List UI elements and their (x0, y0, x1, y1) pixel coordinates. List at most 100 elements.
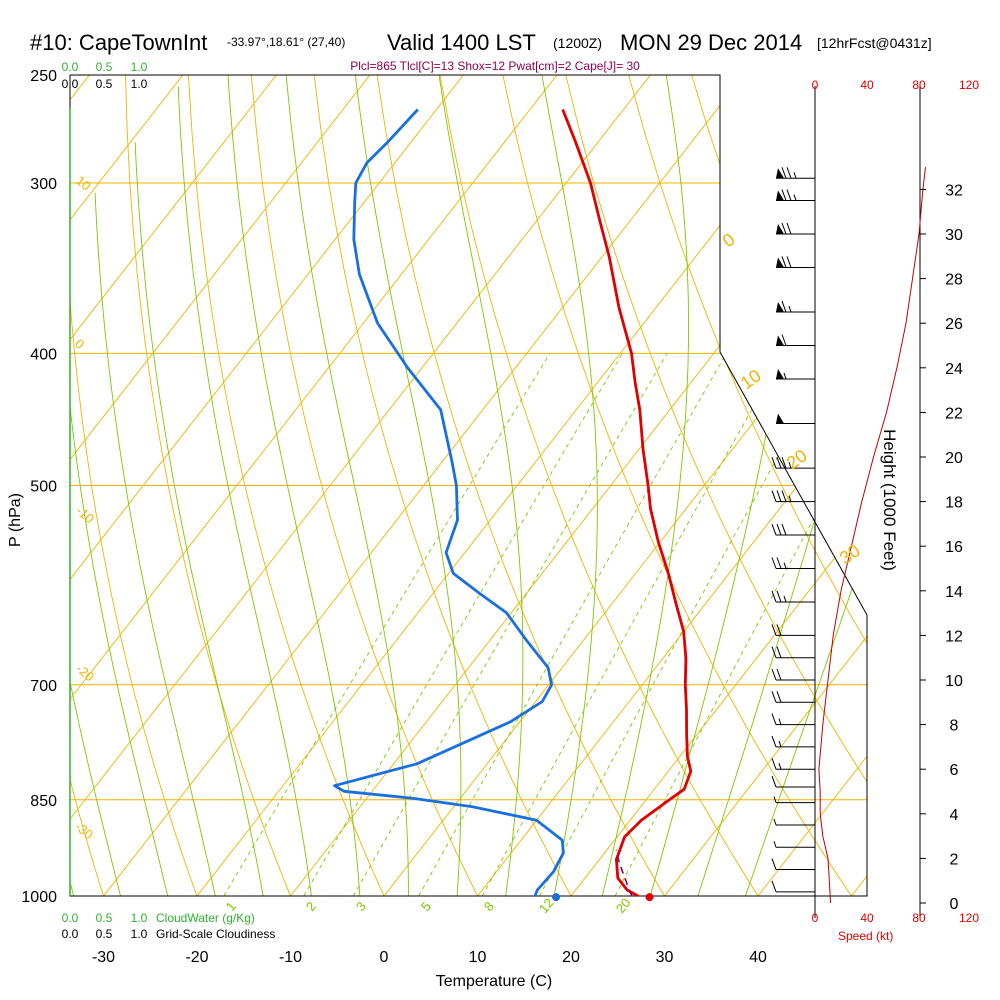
wind-barb-flag (776, 224, 784, 234)
height-tick-14: 14 (945, 584, 963, 601)
cloud-bottom-tick-1: 0.5 (96, 911, 113, 925)
dry-adiabat (313, 75, 588, 896)
dry-adiabat (70, 75, 114, 896)
cloudwater-label: CloudWater (g/Kg) (156, 911, 255, 925)
dry-adiabat (439, 75, 777, 896)
wind-barb-full (771, 758, 777, 770)
height-tick-10: 10 (945, 673, 963, 690)
moist-adiabat (594, 75, 689, 896)
wind-barb-full (771, 775, 777, 788)
height-tick-26: 26 (945, 316, 963, 333)
pressure-tick-400: 400 (30, 346, 57, 363)
wind-barb-full (786, 189, 792, 201)
height-tick-32: 32 (945, 182, 963, 199)
height-tick-22: 22 (945, 405, 963, 422)
isotherm-50 (828, 75, 867, 896)
parcel-info: Plcl=865 Tlcl[C]=13 Shox=12 Pwat[cm]=2 C… (350, 59, 640, 73)
wind-barb-full (786, 222, 792, 235)
wind-barb-flag (776, 257, 784, 268)
dry-adiabat (565, 75, 867, 896)
height-tick-18: 18 (945, 495, 963, 512)
wind-barb-full (781, 222, 787, 235)
height-tick-16: 16 (945, 539, 963, 556)
wind-barb-flag (776, 335, 784, 346)
wind-barb-full (781, 490, 787, 502)
dry-adiabat (628, 75, 867, 896)
moist-adiabat (688, 75, 867, 896)
isotherm--80 (70, 75, 296, 896)
speed-top-tick-3: 120 (959, 78, 979, 92)
speed-bottom-tick-1: 40 (860, 911, 874, 925)
wind-barb (771, 758, 815, 770)
wind-barb-full (771, 456, 777, 469)
pressure-tick-300: 300 (30, 176, 57, 193)
temperature-tick--20: -20 (185, 949, 208, 966)
wind-barb (776, 413, 815, 425)
moist-adiabat (70, 239, 175, 896)
wind-barb-half (788, 461, 792, 469)
wind-barb (771, 456, 815, 469)
wind-barb-half (783, 372, 787, 380)
moist-adiabat (134, 142, 269, 896)
dry-adiabat (816, 75, 867, 896)
mixing-ratio-label: 8 (481, 899, 497, 914)
dry-adiabat (754, 75, 867, 896)
cloudiness-top-tick-1: 0.5 (96, 77, 113, 91)
station-title: #10: CapeTownInt (30, 30, 207, 55)
height-tick-20: 20 (945, 450, 963, 467)
mixing-ratio-label: 20 (613, 895, 634, 916)
wind-barb (771, 646, 815, 659)
wind-barb-full (776, 624, 782, 636)
wind-barb-full (771, 557, 777, 569)
wind-barb-full (776, 691, 782, 703)
wind-barb-half (788, 305, 792, 313)
wind-barb (776, 300, 815, 313)
pressure-tick-700: 700 (30, 678, 57, 695)
wind-barb-full (781, 456, 787, 469)
wind-barb-full (771, 880, 777, 893)
isotherm--90 (70, 75, 203, 896)
wind-barb-half (773, 796, 777, 803)
height-tick-4: 4 (950, 807, 959, 824)
wind-barb-full (776, 646, 782, 658)
cloudiness-top-tick-0: 0.0 (62, 77, 79, 91)
height-tick-2: 2 (950, 851, 959, 868)
parcel-curve (615, 849, 633, 896)
wind-barb-half (793, 172, 797, 179)
wind-barb-full (781, 256, 787, 268)
wind-barb-full (786, 167, 792, 179)
height-tick-30: 30 (945, 227, 963, 244)
wind-barb-full (771, 668, 777, 681)
moist-adiabat (70, 290, 129, 896)
wind-barb (776, 222, 815, 235)
wind-barb-full (776, 456, 782, 469)
wind-barb (776, 334, 815, 346)
wind-barb (771, 880, 815, 893)
valid-utc: (1200Z) (553, 35, 602, 51)
cloud-top-tick-2: 1.0 (131, 60, 148, 74)
moist-adiabat (641, 75, 803, 896)
wind-barb-full (781, 523, 787, 536)
wind-barb-full (776, 590, 782, 603)
isotherm-label: -30 (72, 819, 96, 843)
height-tick-6: 6 (950, 762, 959, 779)
wind-barb-full (776, 557, 782, 569)
wind-barb (771, 624, 815, 636)
wind-barb (771, 858, 815, 871)
isotherm--70 (70, 75, 390, 896)
isotherm--50 (70, 75, 577, 896)
wind-barb (773, 841, 815, 848)
speed-label: Speed (kt) (838, 929, 893, 943)
isotherm--60 (70, 75, 483, 896)
height-tick-0: 0 (950, 896, 959, 913)
temperature-tick--10: -10 (279, 949, 302, 966)
wind-barb (771, 668, 815, 681)
wind-barb-full (781, 167, 787, 179)
dry-adiabat-label: 30 (836, 540, 864, 568)
wind-speed-line (818, 167, 926, 904)
height-axis-title: Height (1000 Feet) (880, 429, 899, 571)
wind-barb-half (778, 763, 782, 770)
mixing-ratio-1 (223, 353, 551, 896)
speed-profile (818, 167, 926, 904)
